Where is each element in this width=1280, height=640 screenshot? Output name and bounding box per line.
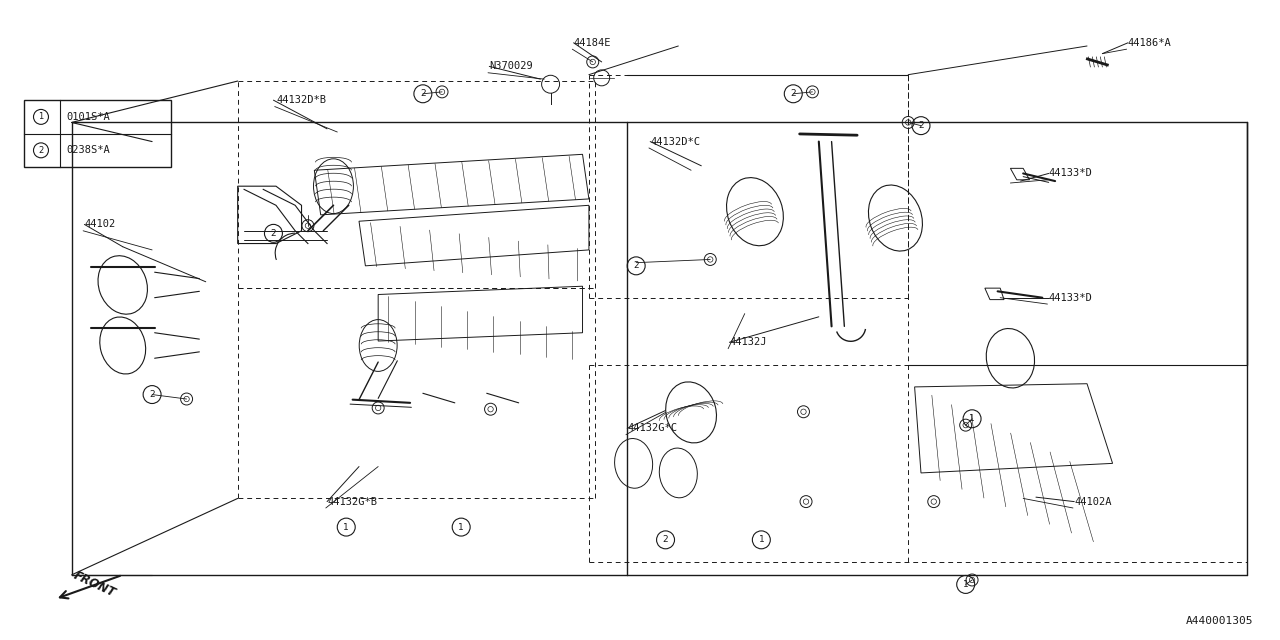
Text: FRONT: FRONT — [72, 569, 118, 600]
Text: 1: 1 — [963, 580, 969, 589]
Bar — [24, 100, 172, 167]
Text: 2: 2 — [270, 229, 276, 238]
Text: 44133*D: 44133*D — [1048, 168, 1092, 179]
Text: 0238S*A: 0238S*A — [67, 145, 110, 156]
Text: 1: 1 — [38, 113, 44, 122]
Text: 2: 2 — [420, 90, 426, 99]
Text: 2: 2 — [634, 261, 639, 270]
Text: 44102: 44102 — [84, 220, 115, 229]
Text: 2: 2 — [663, 535, 668, 545]
Text: 44184E: 44184E — [573, 38, 611, 48]
Text: 2: 2 — [791, 90, 796, 99]
Text: 2: 2 — [150, 390, 155, 399]
Text: 44133*D: 44133*D — [1048, 292, 1092, 303]
Text: 44186*A: 44186*A — [1128, 38, 1171, 48]
Text: 1: 1 — [969, 414, 975, 423]
Text: 44132D*C: 44132D*C — [650, 136, 700, 147]
Text: A440001305: A440001305 — [1185, 616, 1253, 626]
Text: 2: 2 — [918, 121, 924, 130]
Text: 1: 1 — [343, 523, 349, 532]
Text: 44132G*C: 44132G*C — [627, 423, 677, 433]
Text: 44132J: 44132J — [730, 337, 767, 348]
Text: 1: 1 — [458, 523, 465, 532]
Text: 2: 2 — [38, 146, 44, 155]
Text: 44132G*B: 44132G*B — [328, 497, 378, 507]
Text: 44132D*B: 44132D*B — [276, 95, 326, 105]
Text: 1: 1 — [759, 535, 764, 545]
Text: N370029: N370029 — [489, 61, 532, 72]
Text: 0101S*A: 0101S*A — [67, 112, 110, 122]
Text: 44102A: 44102A — [1074, 497, 1112, 507]
